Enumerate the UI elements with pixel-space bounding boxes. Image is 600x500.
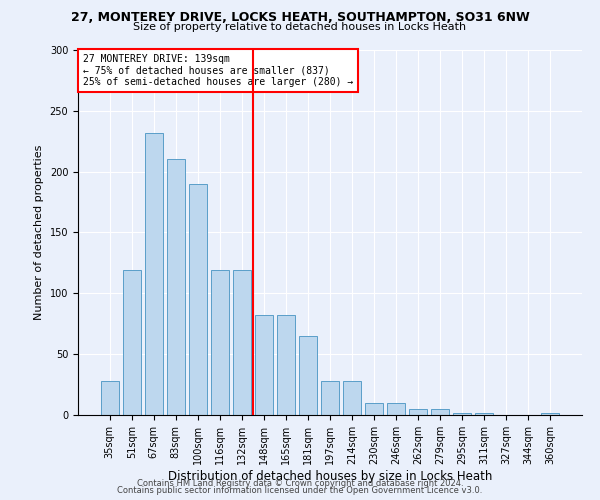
Bar <box>277 315 295 415</box>
Bar <box>321 381 339 415</box>
Text: 27, MONTEREY DRIVE, LOCKS HEATH, SOUTHAMPTON, SO31 6NW: 27, MONTEREY DRIVE, LOCKS HEATH, SOUTHAM… <box>71 11 529 24</box>
Bar <box>189 184 206 415</box>
Bar <box>409 409 427 415</box>
Text: Contains public sector information licensed under the Open Government Licence v3: Contains public sector information licen… <box>118 486 482 495</box>
Bar <box>255 315 273 415</box>
Text: Size of property relative to detached houses in Locks Heath: Size of property relative to detached ho… <box>133 22 467 32</box>
Text: Contains HM Land Registry data © Crown copyright and database right 2024.: Contains HM Land Registry data © Crown c… <box>137 478 463 488</box>
Bar <box>343 381 361 415</box>
Text: 27 MONTEREY DRIVE: 139sqm
← 75% of detached houses are smaller (837)
25% of semi: 27 MONTEREY DRIVE: 139sqm ← 75% of detac… <box>83 54 353 87</box>
Bar <box>541 412 559 415</box>
Bar <box>233 270 251 415</box>
Bar <box>299 336 317 415</box>
Bar <box>475 412 493 415</box>
Bar <box>387 403 405 415</box>
Bar <box>101 381 119 415</box>
Bar <box>145 132 163 415</box>
Bar <box>431 409 449 415</box>
Bar <box>123 270 140 415</box>
Y-axis label: Number of detached properties: Number of detached properties <box>34 145 44 320</box>
Bar <box>365 403 383 415</box>
Bar <box>454 412 471 415</box>
Bar <box>167 160 185 415</box>
Bar <box>211 270 229 415</box>
X-axis label: Distribution of detached houses by size in Locks Heath: Distribution of detached houses by size … <box>168 470 492 482</box>
